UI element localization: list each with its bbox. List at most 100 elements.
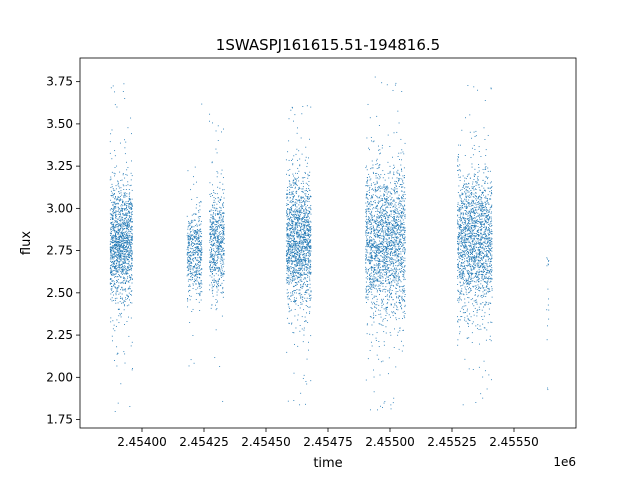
data-point [309,235,311,237]
data-point [290,245,291,247]
data-point [116,203,118,205]
data-point [309,259,311,261]
data-point [213,261,215,263]
data-point [371,269,373,271]
data-point [223,254,225,256]
data-point [220,258,222,260]
data-point [309,306,311,308]
data-point [298,270,300,272]
data-point [300,242,302,244]
data-point [219,232,220,234]
data-point [299,225,301,227]
data-point [113,300,115,301]
data-point [386,185,388,187]
data-point [398,239,400,241]
data-point [288,218,290,220]
data-point [121,203,123,205]
data-point [209,241,211,243]
data-point [124,217,126,219]
data-point [294,219,296,220]
data-point [399,286,401,288]
data-point [286,173,287,175]
data-point [310,264,312,266]
data-point [131,265,133,267]
data-point [222,221,224,223]
data-point [201,283,203,285]
data-point [370,249,372,251]
data-point [119,192,121,194]
data-point [211,267,213,268]
data-point [117,258,119,260]
data-point [287,169,289,171]
data-point [298,249,300,251]
data-point [112,238,113,240]
data-point [122,271,124,273]
data-point [386,242,388,244]
data-point [297,319,299,321]
data-point [199,209,201,211]
data-point [290,225,292,226]
data-point [289,251,291,253]
data-point [398,277,400,279]
data-point [297,200,299,202]
data-point [118,196,120,198]
data-point [305,260,307,262]
data-point [287,242,289,244]
data-point [115,236,117,238]
data-point [369,227,371,229]
data-point [398,226,399,228]
data-point [290,228,292,229]
data-point [286,215,288,217]
data-point [199,250,200,252]
data-point [130,204,132,206]
data-point [292,107,293,109]
data-point [114,266,116,268]
data-point [194,230,196,232]
data-point [115,232,117,234]
data-point [296,212,298,214]
data-point [213,191,215,193]
data-point [309,253,311,255]
data-point [121,240,123,242]
data-point [302,217,303,218]
data-point [389,292,390,294]
data-point [306,211,308,213]
data-point [216,152,218,154]
data-point [376,269,378,271]
data-point [305,172,306,174]
data-point [131,243,133,245]
data-point [398,174,400,175]
data-point [287,151,289,153]
data-point [387,218,389,220]
data-point [117,252,119,254]
data-point [111,202,113,203]
data-point [209,229,211,231]
data-point [397,265,399,267]
data-point [117,230,119,232]
data-point [290,295,292,297]
data-point [110,255,112,257]
data-point [305,193,307,195]
data-point [220,253,222,255]
data-point [194,249,196,251]
data-point [212,194,213,196]
data-point [399,241,401,243]
data-point [131,236,133,238]
data-point [384,268,386,270]
data-point [387,275,389,277]
data-point [384,231,386,233]
data-point [395,239,397,241]
data-point [212,295,214,297]
data-point [194,257,196,259]
data-point [292,226,294,228]
data-point [110,251,112,253]
data-point [189,322,191,323]
data-point [213,228,215,230]
data-point [210,236,212,238]
data-point [297,272,299,274]
data-point [210,250,212,252]
data-point [288,267,290,268]
data-point [198,293,200,295]
data-point [295,222,297,224]
data-point [309,295,310,297]
